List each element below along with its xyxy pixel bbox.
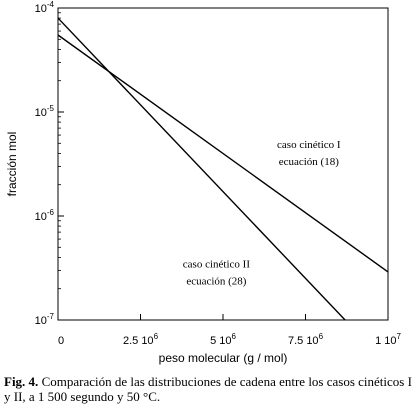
- annotation-text: caso cinético II: [183, 258, 251, 270]
- x-axis-label: peso molecular (g / mol): [159, 351, 288, 365]
- y-tick-label: 10-5: [35, 104, 55, 119]
- series-line: [57, 34, 389, 273]
- y-tick-label: 10-7: [35, 312, 55, 327]
- annotation-text: ecuación (18): [279, 156, 339, 168]
- x-tick-label: 5 106: [210, 332, 236, 347]
- y-tick-label: 10-4: [35, 0, 55, 15]
- x-tick-label: 1 107: [375, 332, 401, 347]
- annotation-text: ecuación (28): [186, 275, 246, 287]
- figure-caption: Fig. 4. Comparación de las distribucione…: [4, 374, 415, 404]
- x-tick-label: 7.5 106: [288, 332, 324, 347]
- caption-text: Comparación de las distribuciones de cad…: [4, 374, 412, 404]
- chart: 0 2.5 106 5 106 7.5 106 1 107 10-7 10-6 10-5 10-…: [5, 0, 402, 365]
- series-line: [57, 17, 346, 321]
- x-tick-label: 0: [58, 335, 64, 347]
- y-axis-label: fracción mol: [5, 132, 19, 197]
- x-tick-label: 2.5 106: [123, 332, 159, 347]
- series-lines: [57, 17, 389, 321]
- y-tick-label: 10-6: [35, 208, 55, 223]
- annotation-text: caso cinético I: [277, 139, 341, 151]
- annotations: caso cinético I ecuación (18) caso cinétic…: [183, 139, 341, 287]
- ticks: 0 2.5 106 5 106 7.5 106 1 107 10-7 10-6 10-5 10-…: [35, 0, 402, 347]
- caption-label: Fig. 4.: [4, 374, 39, 389]
